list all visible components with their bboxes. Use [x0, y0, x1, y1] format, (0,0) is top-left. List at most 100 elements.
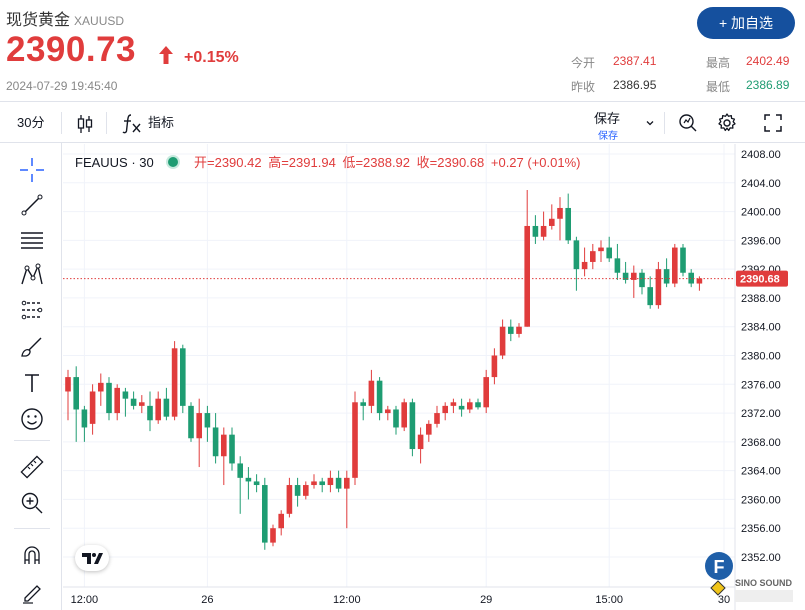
candle-body: [499, 326, 506, 356]
chevron-down-icon[interactable]: [644, 117, 656, 129]
candle-body: [335, 477, 342, 489]
candle-body: [647, 287, 653, 306]
candle-body: [286, 485, 293, 514]
forecast-tool[interactable]: [17, 295, 47, 325]
candle-body: [122, 391, 129, 399]
pattern-icon: [21, 263, 43, 285]
legend-status-dot: [168, 157, 179, 167]
candle-body: [81, 409, 88, 428]
candle-body: [540, 225, 547, 237]
interval-button[interactable]: 30分: [17, 115, 45, 130]
save-button[interactable]: 保存 保存: [594, 108, 658, 142]
prev-close-value: 2386.95: [613, 78, 657, 92]
candle-body: [450, 402, 457, 406]
price-tick-label: 2376.00: [741, 379, 781, 391]
pattern-tool[interactable]: [17, 260, 47, 290]
indicators-button[interactable]: 指标: [148, 115, 175, 130]
price-tick-label: 2396.00: [741, 235, 781, 247]
save-label: 保存: [594, 111, 621, 126]
zoom-tool[interactable]: [17, 488, 47, 518]
candle-body: [532, 225, 539, 237]
brush-tool[interactable]: [17, 332, 47, 362]
emoji-tool[interactable]: [17, 404, 47, 434]
candle-body: [426, 423, 432, 435]
fullscreen-icon[interactable]: [762, 112, 784, 134]
candle-body: [598, 247, 604, 252]
last-price-label: 2390.68: [740, 274, 780, 286]
candle-body: [106, 382, 112, 414]
price-tick-label: 2400.00: [741, 207, 781, 219]
chart-legend: FEAUUS · 30 开=2390.42 高=2391.94 低=2388.9…: [75, 152, 584, 171]
brush-icon: [21, 337, 42, 357]
gear-icon[interactable]: [716, 112, 738, 134]
zoom-in-icon: [21, 492, 43, 514]
candle-body: [565, 207, 571, 241]
time-tick-label: 12:00: [71, 594, 99, 606]
candle-body: [508, 326, 514, 334]
tradingview-logo[interactable]: [75, 545, 109, 571]
price-tick-label: 2388.00: [741, 293, 781, 305]
magnet-tool[interactable]: [17, 540, 47, 570]
price-tick-label: 2368.00: [741, 437, 781, 449]
candle-body: [434, 413, 440, 424]
last-price: 2390.73: [6, 30, 137, 69]
measure-tool[interactable]: [17, 452, 47, 482]
trend-line-tool[interactable]: [17, 190, 47, 220]
candle-body: [188, 405, 194, 439]
candle-body: [393, 409, 399, 428]
price-tick-label: 2352.00: [741, 552, 781, 564]
svg-text:F: F: [714, 557, 725, 577]
toolbar-divider: [106, 112, 107, 134]
candle-body: [401, 402, 407, 428]
candle-body: [294, 485, 301, 496]
time-axis: 12:00 26 12:00 29 15:00 30: [63, 586, 735, 606]
instrument-symbol: XAUUSD: [74, 14, 125, 28]
candle-body: [229, 434, 235, 464]
candle-body: [262, 485, 268, 543]
candle-body: [516, 326, 522, 334]
ruler-lines-icon: [21, 300, 43, 320]
time-tick-label: 26: [201, 594, 213, 606]
legend-symbol: FEAUUS · 30: [75, 155, 154, 170]
candle-body: [557, 207, 563, 219]
legend-high: 高=2391.94: [268, 155, 336, 170]
save-sublabel: 保存: [598, 131, 618, 142]
time-tick-label: 30: [718, 594, 730, 606]
legend-change: +0.27 (+0.01%): [490, 155, 581, 170]
candle-body: [270, 528, 276, 543]
legend-open: 开=2390.42: [194, 155, 262, 170]
fib-tool[interactable]: [17, 225, 47, 255]
candle-body: [368, 380, 375, 406]
magnet-icon: [24, 546, 40, 564]
lock-drawings-tool[interactable]: [17, 576, 47, 606]
candle-body: [458, 405, 465, 410]
candle-body: [672, 247, 678, 284]
candle-body: [573, 240, 580, 270]
candle-body: [622, 272, 629, 280]
quick-search-icon[interactable]: [677, 112, 699, 134]
text-tool[interactable]: [17, 368, 47, 398]
candle-body: [221, 434, 227, 457]
open-label: 今开: [571, 56, 596, 70]
crosshair-icon: [20, 158, 44, 182]
price-tick-label: 2404.00: [741, 178, 781, 190]
candle-body: [631, 272, 637, 280]
fx-indicator-icon[interactable]: [121, 112, 143, 134]
timestamp: 2024-07-29 19:45:40: [6, 79, 118, 93]
candle-body: [196, 413, 202, 439]
candle-body: [311, 481, 317, 486]
svg-text:SINO SOUND: SINO SOUND: [735, 578, 793, 588]
price-tick-label: 2384.00: [741, 322, 781, 334]
watermark-logo: F SINO SOUND: [701, 548, 801, 608]
toolbar-divider: [664, 112, 665, 134]
candle-series: [65, 189, 703, 550]
price-tick-label: 2356.00: [741, 523, 781, 535]
add-watchlist-button[interactable]: + 加自选: [697, 7, 795, 39]
tools-divider: [14, 528, 50, 529]
candle-body: [663, 269, 670, 284]
time-tick-label: 12:00: [333, 594, 361, 606]
candlestick-chart[interactable]: 2352.00 2356.00 2360.00 2364.00 2368.00 2372.…: [63, 144, 805, 610]
candle-body: [352, 402, 358, 478]
crosshair-tool[interactable]: [17, 155, 47, 185]
candlestick-type-icon[interactable]: [74, 113, 96, 135]
